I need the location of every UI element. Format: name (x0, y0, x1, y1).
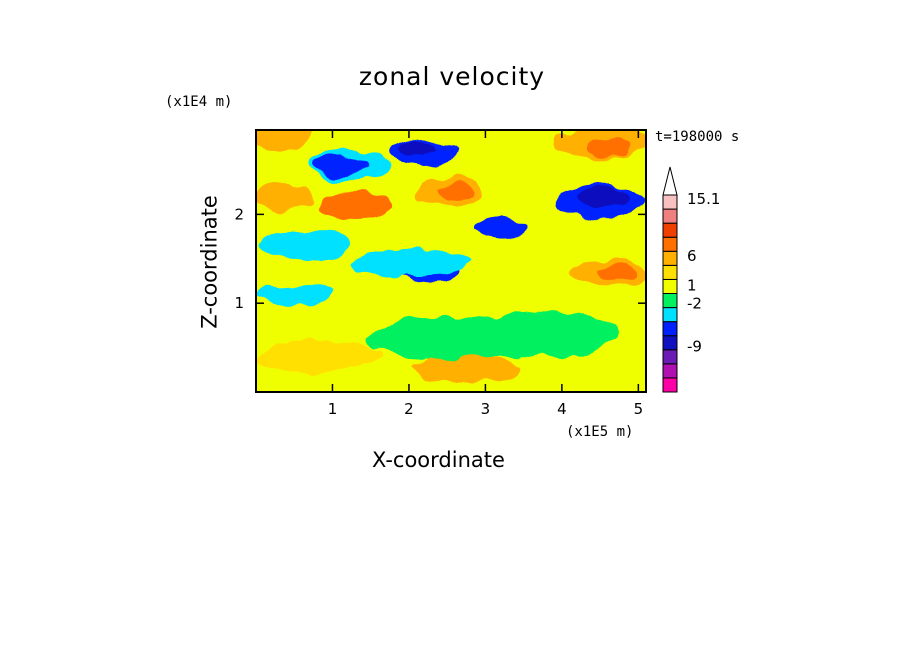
field-patch-21 (477, 312, 616, 357)
field-patch-5 (397, 140, 436, 155)
colorbar-arrow (662, 166, 678, 196)
colorbar-segment (662, 194, 678, 210)
field-patch-11 (351, 249, 474, 277)
colorbar-segment (662, 377, 678, 393)
colorbar-segment (662, 363, 678, 379)
colorbar-segment (662, 349, 678, 365)
field-patch-18 (256, 232, 348, 259)
x-tick-label: 5 (634, 400, 644, 418)
x-tick-label: 3 (481, 400, 491, 418)
field-patch-13 (577, 185, 631, 208)
field-patch-23 (256, 340, 379, 373)
field-patch-19 (256, 283, 333, 305)
colorbar-segment (662, 293, 678, 309)
field-patch-15 (584, 139, 631, 156)
colorbar-label: 6 (687, 247, 697, 265)
velocity-field (256, 130, 646, 392)
colorbar: 15.1 6 1-2 -9 (662, 166, 720, 393)
colorbar-label: -9 (687, 338, 702, 356)
field-patch-22 (408, 356, 516, 384)
field-patch-8 (435, 183, 474, 202)
colorbar-label: -2 (687, 294, 702, 312)
time-label: t=198000 s (655, 129, 740, 145)
field-patch-6 (317, 193, 394, 218)
colorbar-segment (662, 278, 678, 294)
chart-title: zonal velocity (358, 62, 546, 91)
x-tick-label: 4 (557, 400, 567, 418)
field-patch-9 (473, 218, 528, 237)
colorbar-segment (662, 321, 678, 337)
field-patch-3 (311, 154, 370, 177)
field-patch-1 (256, 183, 314, 210)
colorbar-segment (662, 236, 678, 252)
colorbar-segment (662, 307, 678, 323)
plot-frame (255, 129, 647, 393)
x-tick-label: 1 (328, 400, 338, 418)
x-axis-label: X-coordinate (372, 448, 505, 472)
colorbar-segment (662, 250, 678, 266)
x-axis-unit: (x1E5 m) (566, 424, 634, 440)
colorbar-segment (662, 208, 678, 224)
y-tick-label: 2 (234, 205, 244, 223)
colorbar-segment (662, 335, 678, 351)
y-axis-unit: (x1E4 m) (165, 94, 233, 110)
colorbar-segment (662, 264, 678, 280)
y-tick-label: 1 (234, 294, 244, 312)
colorbar-segment (662, 222, 678, 238)
colorbar-label: 15.1 (687, 190, 720, 208)
colorbar-label: 1 (687, 277, 697, 295)
x-tick-label: 2 (404, 400, 414, 418)
field-patch-0 (256, 130, 314, 153)
field-patch-17 (596, 264, 635, 280)
